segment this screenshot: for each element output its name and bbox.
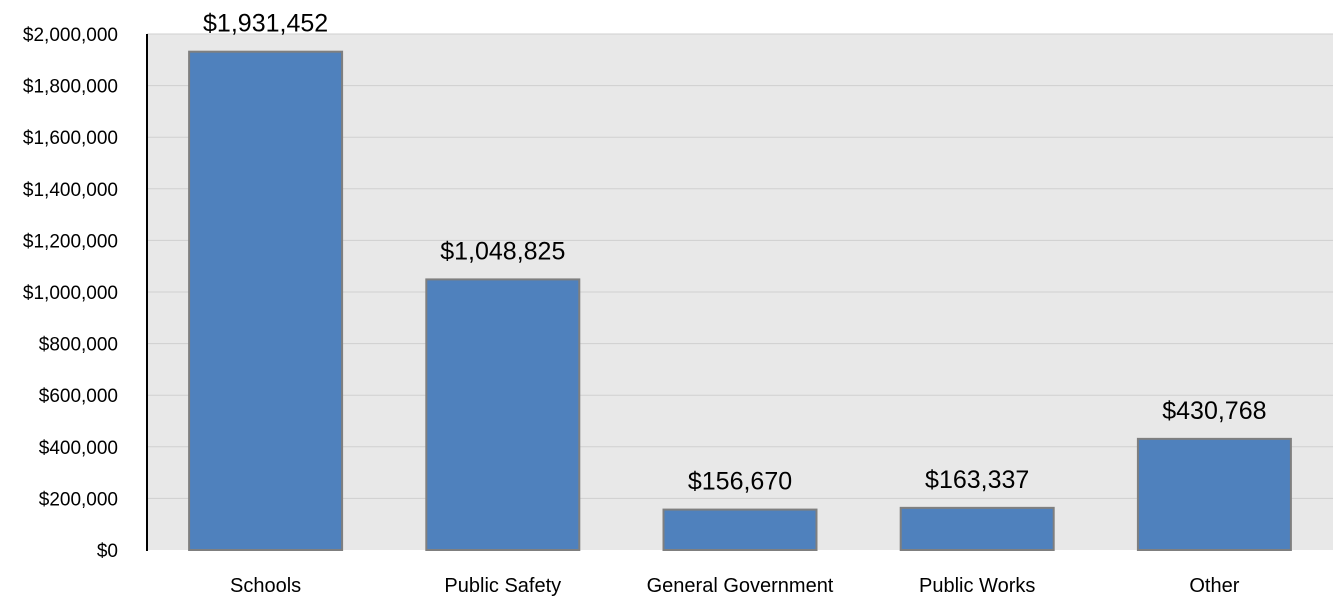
x-category-label: Other [1189,575,1239,597]
x-category-label: General Government [647,575,834,597]
x-category-label: Public Safety [444,575,561,597]
x-category-label: Public Works [919,575,1035,597]
y-axis: $0 $200,000 $400,000 $600,000 $800,000 $1,000… [23,25,148,562]
y-tick-label: $1,600,000 [23,128,118,149]
bar [1136,437,1292,551]
bar-value-label: $156,670 [688,468,792,496]
bar-value-label: $163,337 [925,466,1029,494]
y-tick-label: $0 [97,541,118,562]
bar-value-label: $1,048,825 [440,237,565,265]
bar [188,50,344,551]
x-axis: Schools Public Safety General Government Pu… [230,575,1240,597]
y-tick-label: $600,000 [39,386,118,407]
y-tick-label: $1,400,000 [23,180,118,201]
y-tick-label: $400,000 [39,438,118,459]
y-tick-label: $2,000,000 [23,25,118,46]
x-category-label: Schools [230,575,301,597]
gridlines [147,33,1333,499]
y-tick-label: $800,000 [39,335,118,356]
y-tick-label: $1,000,000 [23,283,118,304]
y-tick-label: $200,000 [39,489,118,510]
bar [662,508,818,551]
bar-value-label: $1,931,452 [203,10,328,38]
bar [899,506,1055,551]
bar [425,278,581,551]
bar-value-label: $430,768 [1162,397,1266,425]
bars [188,50,1292,551]
y-tick-label: $1,800,000 [23,77,118,98]
y-tick-label: $1,200,000 [23,231,118,252]
data-labels: $1,931,452 $1,048,825 $156,670 $163,337 $430… [203,10,1267,496]
